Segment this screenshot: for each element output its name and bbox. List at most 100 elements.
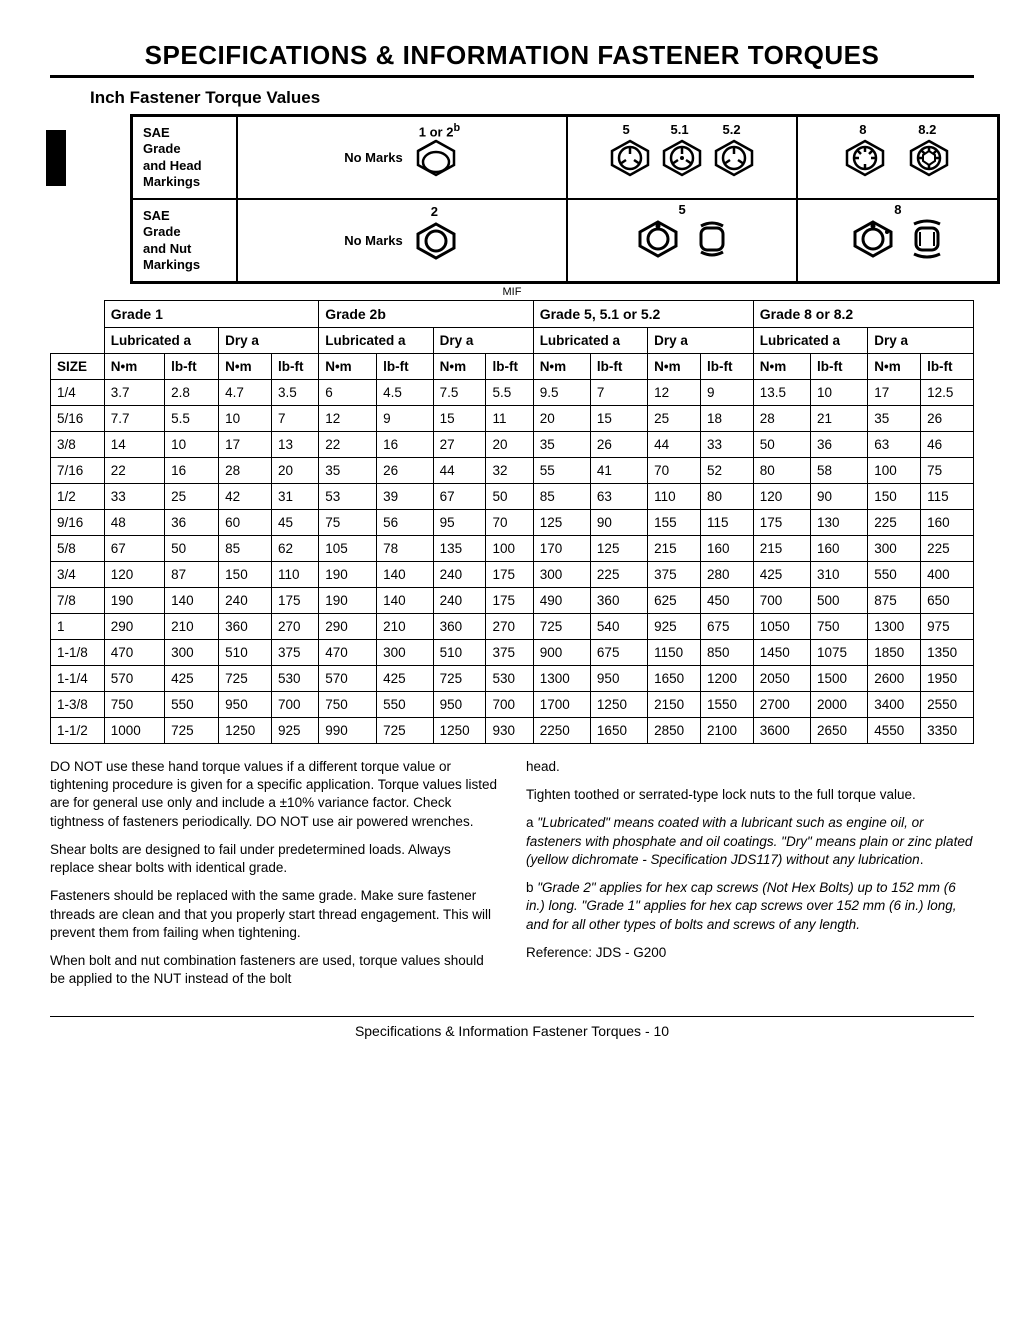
value-cell: 85 — [219, 536, 272, 562]
value-cell: 100 — [868, 458, 921, 484]
value-cell: 215 — [753, 536, 810, 562]
value-cell: 225 — [590, 562, 647, 588]
value-cell: 725 — [433, 666, 486, 692]
value-cell: 1550 — [700, 692, 753, 718]
value-cell: 725 — [533, 614, 590, 640]
value-cell: 1150 — [648, 640, 701, 666]
size-cell: 3/8 — [51, 432, 105, 458]
unit-header: N•m — [868, 354, 921, 380]
notes-col-right: head. Tighten toothed or serrated-type l… — [526, 758, 974, 998]
value-cell: 9 — [700, 380, 753, 406]
value-cell: 32 — [486, 458, 533, 484]
unit-header: lb-ft — [271, 354, 318, 380]
table-row: 1290210360270290210360270725540925675105… — [51, 614, 974, 640]
size-cell: 1-1/2 — [51, 718, 105, 744]
value-cell: 60 — [219, 510, 272, 536]
value-cell: 155 — [648, 510, 701, 536]
value-cell: 2.8 — [165, 380, 219, 406]
value-cell: 36 — [811, 432, 868, 458]
cond-header: Lubricated a — [753, 328, 867, 354]
value-cell: 67 — [104, 536, 164, 562]
value-cell: 1300 — [868, 614, 921, 640]
value-cell: 1650 — [590, 718, 647, 744]
grade-8-header: Grade 8 or 8.2 — [753, 301, 973, 328]
value-cell: 300 — [377, 640, 434, 666]
size-cell: 1/2 — [51, 484, 105, 510]
cond-header: Lubricated a — [319, 328, 433, 354]
value-cell: 270 — [486, 614, 533, 640]
value-cell: 20 — [533, 406, 590, 432]
value-cell: 650 — [921, 588, 974, 614]
unit-header: N•m — [648, 354, 701, 380]
value-cell: 3.7 — [104, 380, 164, 406]
size-cell: 1 — [51, 614, 105, 640]
unit-header: N•m — [433, 354, 486, 380]
size-header: SIZE — [51, 354, 105, 380]
cond-header: Dry a — [648, 328, 754, 354]
value-cell: 28 — [219, 458, 272, 484]
value-cell: 62 — [271, 536, 318, 562]
value-cell: 160 — [700, 536, 753, 562]
value-cell: 425 — [753, 562, 810, 588]
head-cell-grade1-2: No Marks 1 or 2b — [237, 116, 567, 200]
value-cell: 225 — [868, 510, 921, 536]
value-cell: 150 — [219, 562, 272, 588]
value-cell: 13 — [271, 432, 318, 458]
value-cell: 7.5 — [433, 380, 486, 406]
value-cell: 925 — [648, 614, 701, 640]
unit-header: N•m — [533, 354, 590, 380]
section-title: Inch Fastener Torque Values — [90, 88, 974, 108]
value-cell: 67 — [433, 484, 486, 510]
value-cell: 17 — [868, 380, 921, 406]
value-cell: 1075 — [811, 640, 868, 666]
value-cell: 2250 — [533, 718, 590, 744]
size-cell: 9/16 — [51, 510, 105, 536]
table-row: 1/2332542315339675085631108012090150115 — [51, 484, 974, 510]
value-cell: 725 — [165, 718, 219, 744]
value-cell: 45 — [271, 510, 318, 536]
value-cell: 35 — [533, 432, 590, 458]
value-cell: 2000 — [811, 692, 868, 718]
value-cell: 58 — [811, 458, 868, 484]
value-cell: 280 — [700, 562, 753, 588]
value-cell: 1300 — [533, 666, 590, 692]
value-cell: 300 — [165, 640, 219, 666]
value-cell: 140 — [165, 588, 219, 614]
value-cell: 570 — [104, 666, 164, 692]
value-cell: 15 — [433, 406, 486, 432]
value-cell: 3350 — [921, 718, 974, 744]
value-cell: 700 — [271, 692, 318, 718]
value-cell: 930 — [486, 718, 533, 744]
value-cell: 75 — [319, 510, 377, 536]
value-cell: 20 — [486, 432, 533, 458]
size-cell: 7/8 — [51, 588, 105, 614]
value-cell: 90 — [590, 510, 647, 536]
unit-header: N•m — [753, 354, 810, 380]
nut-cell-grade2: No Marks 2 — [237, 199, 567, 283]
value-cell: 500 — [811, 588, 868, 614]
head-cell-grade8: 8 8.2 — [797, 116, 999, 200]
unit-header: lb-ft — [590, 354, 647, 380]
value-cell: 140 — [377, 562, 434, 588]
hex-head-8-2-icon — [906, 138, 952, 178]
value-cell: 225 — [921, 536, 974, 562]
value-cell: 550 — [377, 692, 434, 718]
value-cell: 300 — [533, 562, 590, 588]
size-cell: 1-1/8 — [51, 640, 105, 666]
value-cell: 44 — [648, 432, 701, 458]
value-cell: 1250 — [219, 718, 272, 744]
unit-header: N•m — [319, 354, 377, 380]
value-cell: 530 — [486, 666, 533, 692]
value-cell: 25 — [165, 484, 219, 510]
value-cell: 750 — [104, 692, 164, 718]
blank-corner — [51, 301, 105, 328]
section-tab — [46, 130, 66, 186]
value-cell: 425 — [165, 666, 219, 692]
value-cell: 675 — [590, 640, 647, 666]
size-cell: 1/4 — [51, 380, 105, 406]
value-cell: 540 — [590, 614, 647, 640]
grade-1-header: Grade 1 — [104, 301, 318, 328]
nut-cell-grade5: 5 — [567, 199, 797, 283]
value-cell: 63 — [590, 484, 647, 510]
value-cell: 1000 — [104, 718, 164, 744]
